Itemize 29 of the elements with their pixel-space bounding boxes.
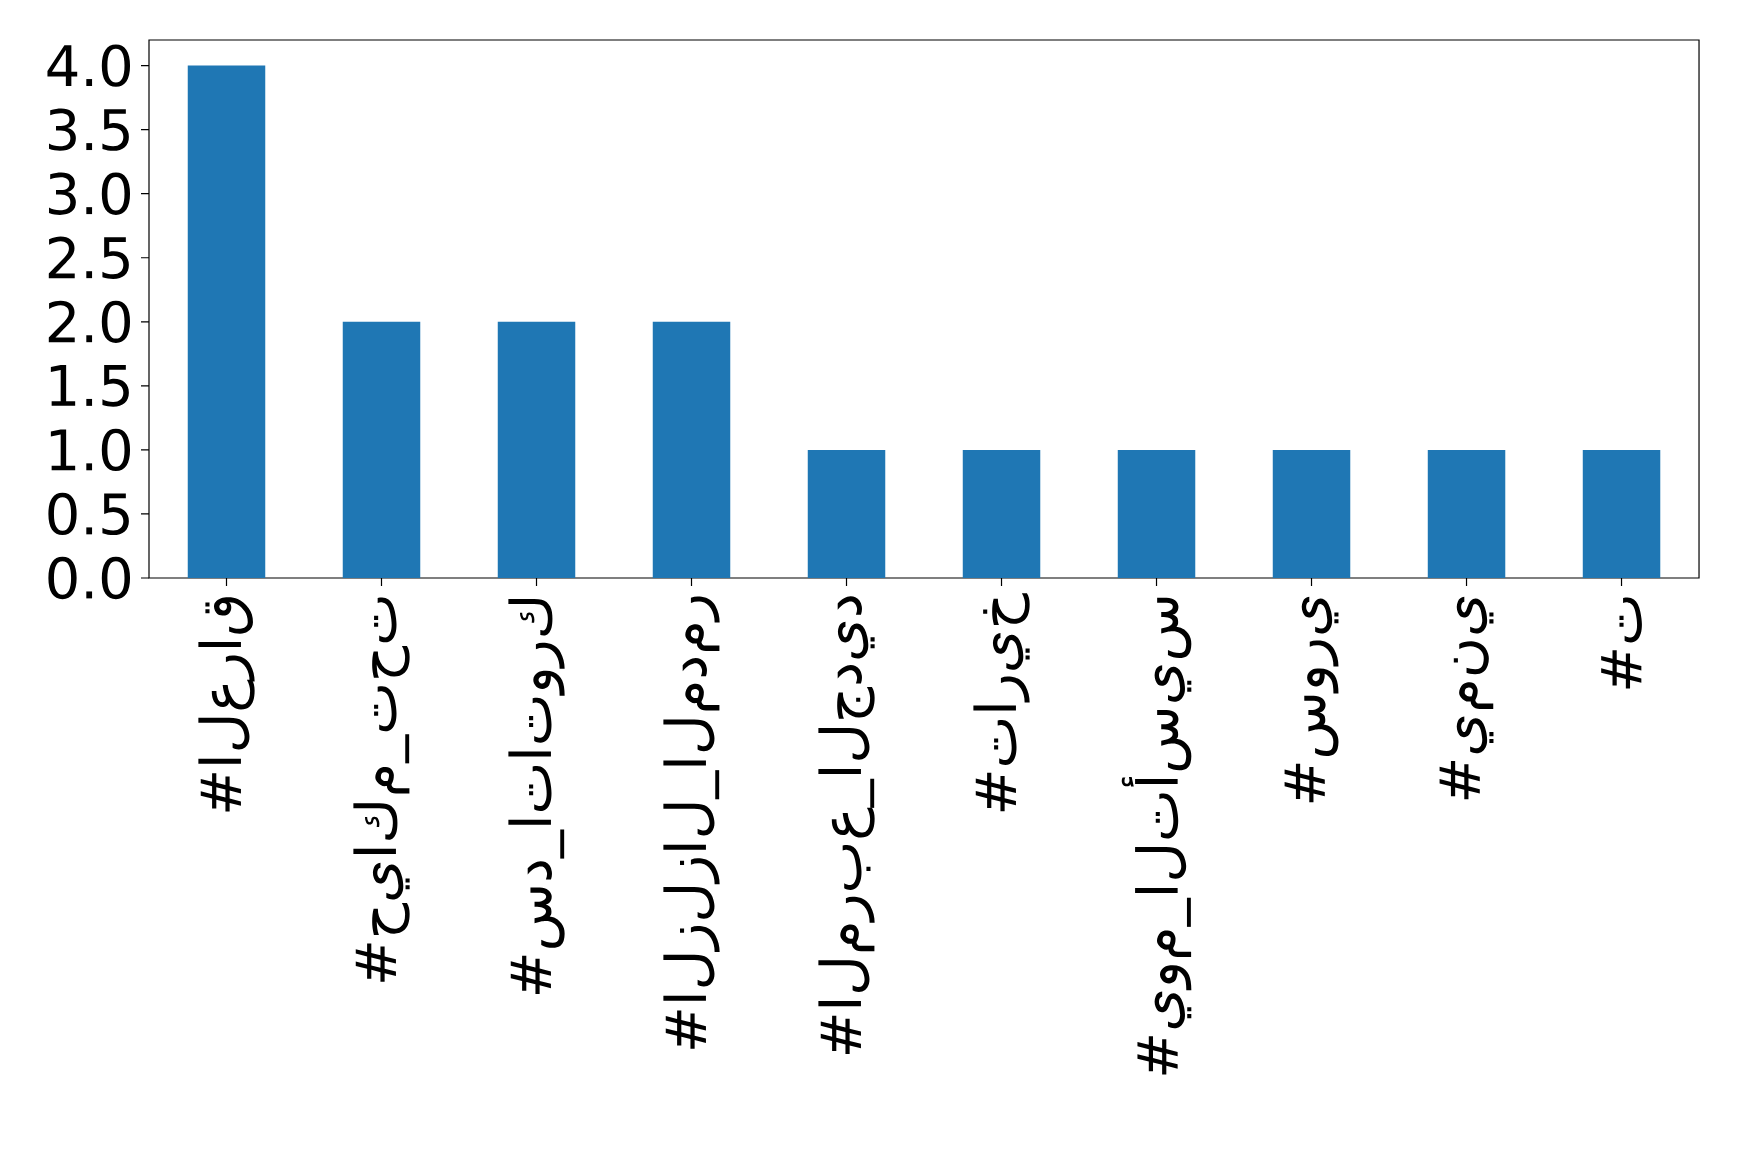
x-tick-label: #سد_اتاتورك: [508, 598, 565, 994]
bar: [962, 449, 1041, 578]
y-tick-label: 0.0: [48, 556, 131, 600]
y-tick-label: 3.5: [48, 108, 129, 151]
y-tick-label: 4.0: [47, 44, 131, 87]
y-tick-label: 0.5: [48, 492, 129, 536]
x-tick-label: #يمني: [1439, 596, 1494, 800]
bar: [497, 321, 576, 578]
bar: [1272, 449, 1351, 578]
bar: [187, 65, 266, 578]
x-tick-label: #سوري: [1284, 596, 1339, 803]
x-tick-label: #يوم_التأسيس: [1121, 597, 1192, 1075]
x-tick-label: #تاريخ: [973, 593, 1030, 812]
x-tick-label: #الزلزال_المدمر: [663, 596, 720, 1049]
bar: [652, 321, 731, 578]
y-tick-label: 2.0: [48, 300, 131, 343]
y-tick-label: 2.5: [48, 236, 129, 279]
y-tick-label: 3.0: [48, 172, 131, 215]
x-tick-label: #المربع_الجديد: [818, 596, 875, 1055]
bar: [1117, 449, 1196, 578]
y-tick-label: 1.5: [50, 365, 129, 407]
bar: [807, 449, 886, 578]
bar: [342, 321, 421, 578]
x-tick-label: #حياكم_تحت: [353, 597, 410, 982]
bar: [1427, 449, 1506, 578]
bar: [1582, 449, 1661, 578]
x-tick-label: #العراق: [198, 597, 255, 812]
y-tick-label: 1.0: [50, 428, 131, 472]
x-tick-label: #ت: [1601, 597, 1642, 689]
